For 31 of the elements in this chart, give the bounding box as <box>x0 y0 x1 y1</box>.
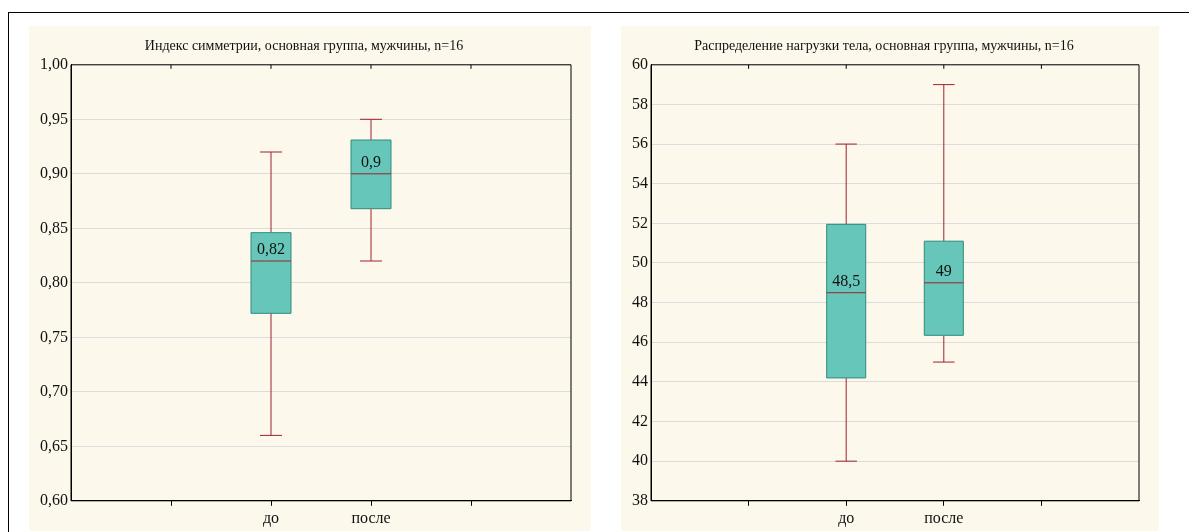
y-tick-label: 0,65 <box>40 436 68 454</box>
y-tick-label: 60 <box>632 55 648 72</box>
y-tick-label: 56 <box>632 134 648 152</box>
text: 0,82 <box>257 240 285 258</box>
y-tick-label: 46 <box>632 332 648 350</box>
chart-title: Распределение нагрузки тела, основная группа, мужчины, n=16 <box>694 38 1074 54</box>
x-tick-label: до <box>838 508 855 527</box>
x-tick-label: после <box>351 508 391 526</box>
y-tick-label: 50 <box>632 253 648 271</box>
y-tick-label: 0,95 <box>40 109 68 127</box>
x-tick-label: после <box>924 508 964 526</box>
y-tick-label: 0,80 <box>40 273 68 290</box>
y-tick-label: 1,00 <box>40 55 68 72</box>
text: 0,9 <box>361 153 381 170</box>
y-tick-label: 54 <box>632 173 648 191</box>
y-tick-label: 0,70 <box>40 382 68 399</box>
y-tick-label: 52 <box>632 213 648 231</box>
y-tick-label: 38 <box>632 491 648 508</box>
chart-title: Индекс симметрии, основная группа, мужчины, n=16 <box>144 38 464 54</box>
y-tick-label: 0,90 <box>40 164 68 181</box>
y-tick-label: 0,60 <box>40 491 68 508</box>
y-tick-label: 40 <box>632 451 648 469</box>
y-tick-label: 44 <box>632 372 648 390</box>
text: 49 <box>935 262 952 279</box>
x-tick-label: до <box>262 508 280 527</box>
text: 48,5 <box>832 271 861 289</box>
y-tick-label: 48 <box>632 292 648 310</box>
y-tick-label: 42 <box>632 411 648 429</box>
y-tick-label: 58 <box>632 94 648 112</box>
y-tick-label: 0,75 <box>40 327 68 345</box>
y-tick-label: 0,85 <box>40 218 68 236</box>
